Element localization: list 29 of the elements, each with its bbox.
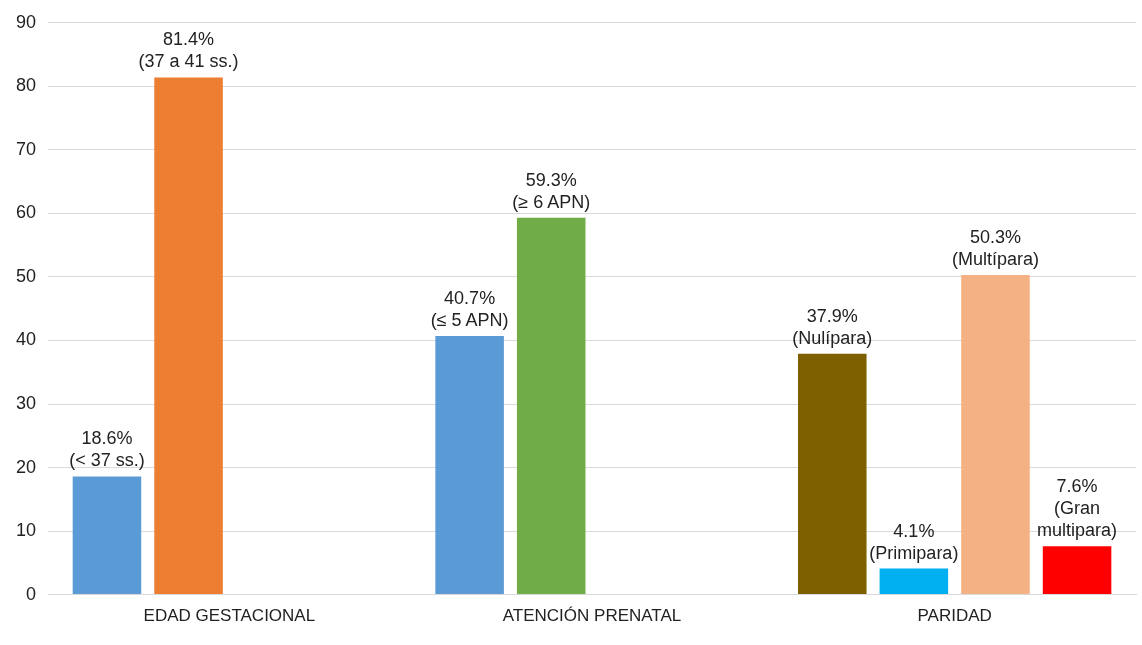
- x-tick-label: ATENCIÓN PRENATAL: [502, 606, 682, 626]
- x-tick-label: PARIDAD: [917, 606, 992, 626]
- y-tick-label: 60: [15, 202, 37, 223]
- y-tick-label: 40: [15, 329, 37, 350]
- bar: [516, 217, 586, 595]
- bar: [154, 77, 223, 595]
- x-tick-label: EDAD GESTACIONAL: [143, 606, 316, 626]
- y-tick-label: 70: [15, 138, 37, 159]
- bar: [879, 568, 949, 595]
- data-label: 18.6% (< 37 ss.): [69, 428, 145, 471]
- y-tick-label: 10: [15, 520, 37, 541]
- bar: [1042, 546, 1112, 595]
- y-tick-label: 50: [15, 265, 37, 286]
- y-tick-label: 20: [15, 456, 37, 477]
- bar: [435, 336, 504, 595]
- y-tick-label: 0: [26, 583, 37, 604]
- data-label: 37.9% (Nulípara): [792, 305, 873, 348]
- data-label: 81.4% (37 a 41 ss.): [138, 29, 239, 72]
- data-label: 4.1% (Primipara): [869, 520, 959, 563]
- data-label: 7.6% (Gran multipara): [1037, 476, 1118, 541]
- data-label: 50.3% (Multípara): [951, 227, 1039, 269]
- data-label: 59.3% (≥ 6 APN): [512, 169, 591, 212]
- data-label: 40.7% (≤ 5 APN): [430, 287, 509, 330]
- bar: [961, 275, 1030, 595]
- y-tick-label: 80: [15, 75, 37, 96]
- y-tick-label: 30: [15, 392, 37, 413]
- y-tick-label: 90: [15, 11, 37, 32]
- bar: [798, 353, 867, 595]
- bar: [72, 476, 142, 595]
